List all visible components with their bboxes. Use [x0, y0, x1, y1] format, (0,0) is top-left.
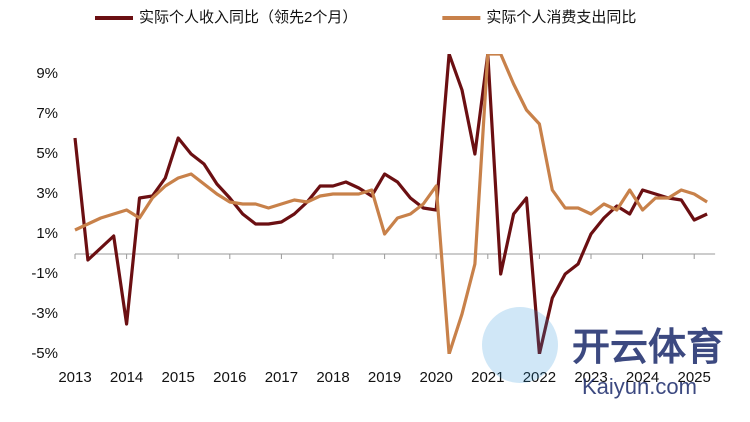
x-tick-label: 2016	[213, 369, 246, 386]
x-tick-label: 2023	[574, 369, 607, 386]
y-tick-label: -3%	[31, 305, 58, 322]
series-line	[73, 54, 708, 354]
legend-label: 实际个人消费支出同比	[486, 9, 636, 26]
x-tick-label: 2014	[110, 369, 143, 386]
x-tick-label: 2021	[471, 369, 504, 386]
y-tick-label: 9%	[36, 65, 58, 82]
series-line	[74, 54, 708, 354]
y-tick-label: 1%	[36, 225, 58, 242]
y-tick-label: -1%	[31, 265, 58, 282]
y-tick-label: 5%	[36, 145, 58, 162]
x-tick-label: 2022	[523, 369, 556, 386]
x-tick-label: 2013	[58, 369, 91, 386]
x-tick-label: 2018	[316, 369, 349, 386]
x-tick-label: 2019	[368, 369, 401, 386]
y-tick-label: -5%	[31, 345, 58, 362]
x-tick-label: 2025	[678, 369, 711, 386]
watermark-url: Kaiyun.com	[582, 374, 697, 399]
legend-label: 实际个人收入同比（领先2个月）	[139, 9, 357, 26]
watermark: 开云体育 Kaiyun.com	[482, 307, 724, 399]
watermark-title: 开云体育	[572, 327, 724, 369]
y-tick-label: 7%	[36, 105, 58, 122]
y-tick-label: 3%	[36, 185, 58, 202]
x-tick-label: 2020	[420, 369, 453, 386]
x-tick-label: 2017	[265, 369, 298, 386]
x-tick-label: 2015	[162, 369, 195, 386]
x-tick-label: 2024	[626, 369, 659, 386]
